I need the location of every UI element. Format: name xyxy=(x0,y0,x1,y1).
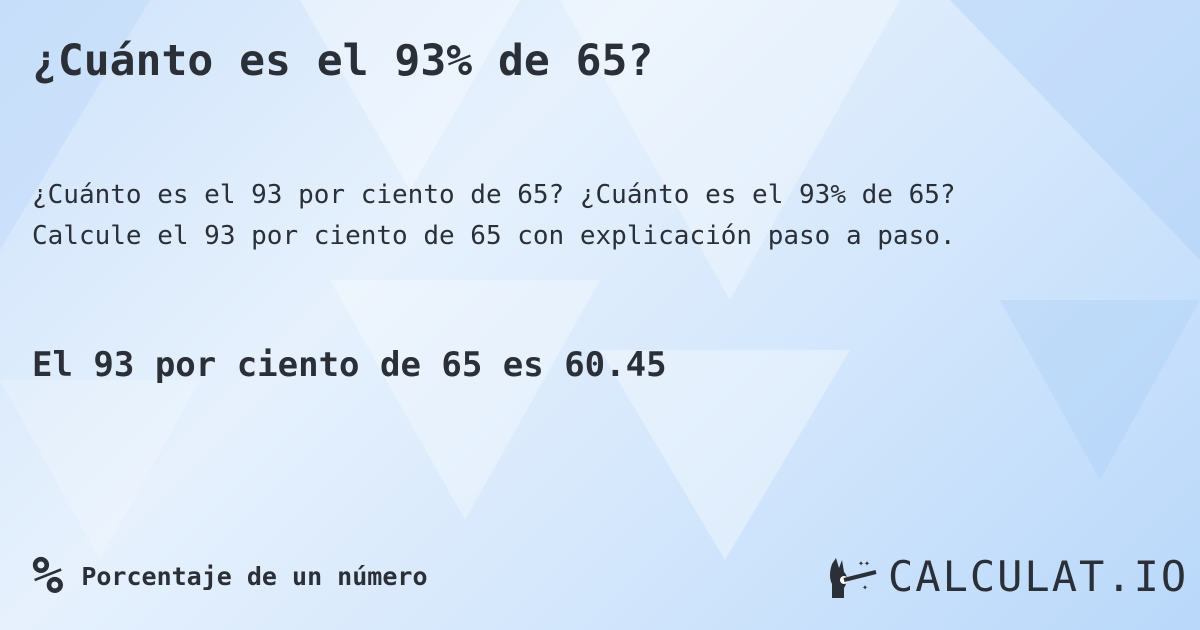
page-title: ¿Cuánto es el 93% de 65? xyxy=(32,36,654,86)
logo[interactable]: ✦✦ ✦ CALCULAT.IO xyxy=(828,552,1188,601)
logo-text: CALCULAT.IO xyxy=(888,552,1189,601)
category-label: Porcentaje de un número xyxy=(81,561,428,591)
percent-icon: % xyxy=(32,546,64,606)
svg-text:✦: ✦ xyxy=(862,582,868,593)
magic-hand-wand-icon: ✦✦ ✦ xyxy=(830,557,877,598)
answer: El 93 por ciento de 65 es 60.45 xyxy=(32,345,667,385)
description-line-1: ¿Cuánto es el 93 por ciento de 65? ¿Cuán… xyxy=(32,180,956,210)
description: ¿Cuánto es el 93 por ciento de 65? ¿Cuán… xyxy=(32,175,956,257)
description-line-2: Calcule el 93 por ciento de 65 con expli… xyxy=(32,221,956,251)
svg-text:✦✦: ✦✦ xyxy=(858,558,870,569)
category-link[interactable]: % Porcentaje de un número xyxy=(32,548,428,604)
